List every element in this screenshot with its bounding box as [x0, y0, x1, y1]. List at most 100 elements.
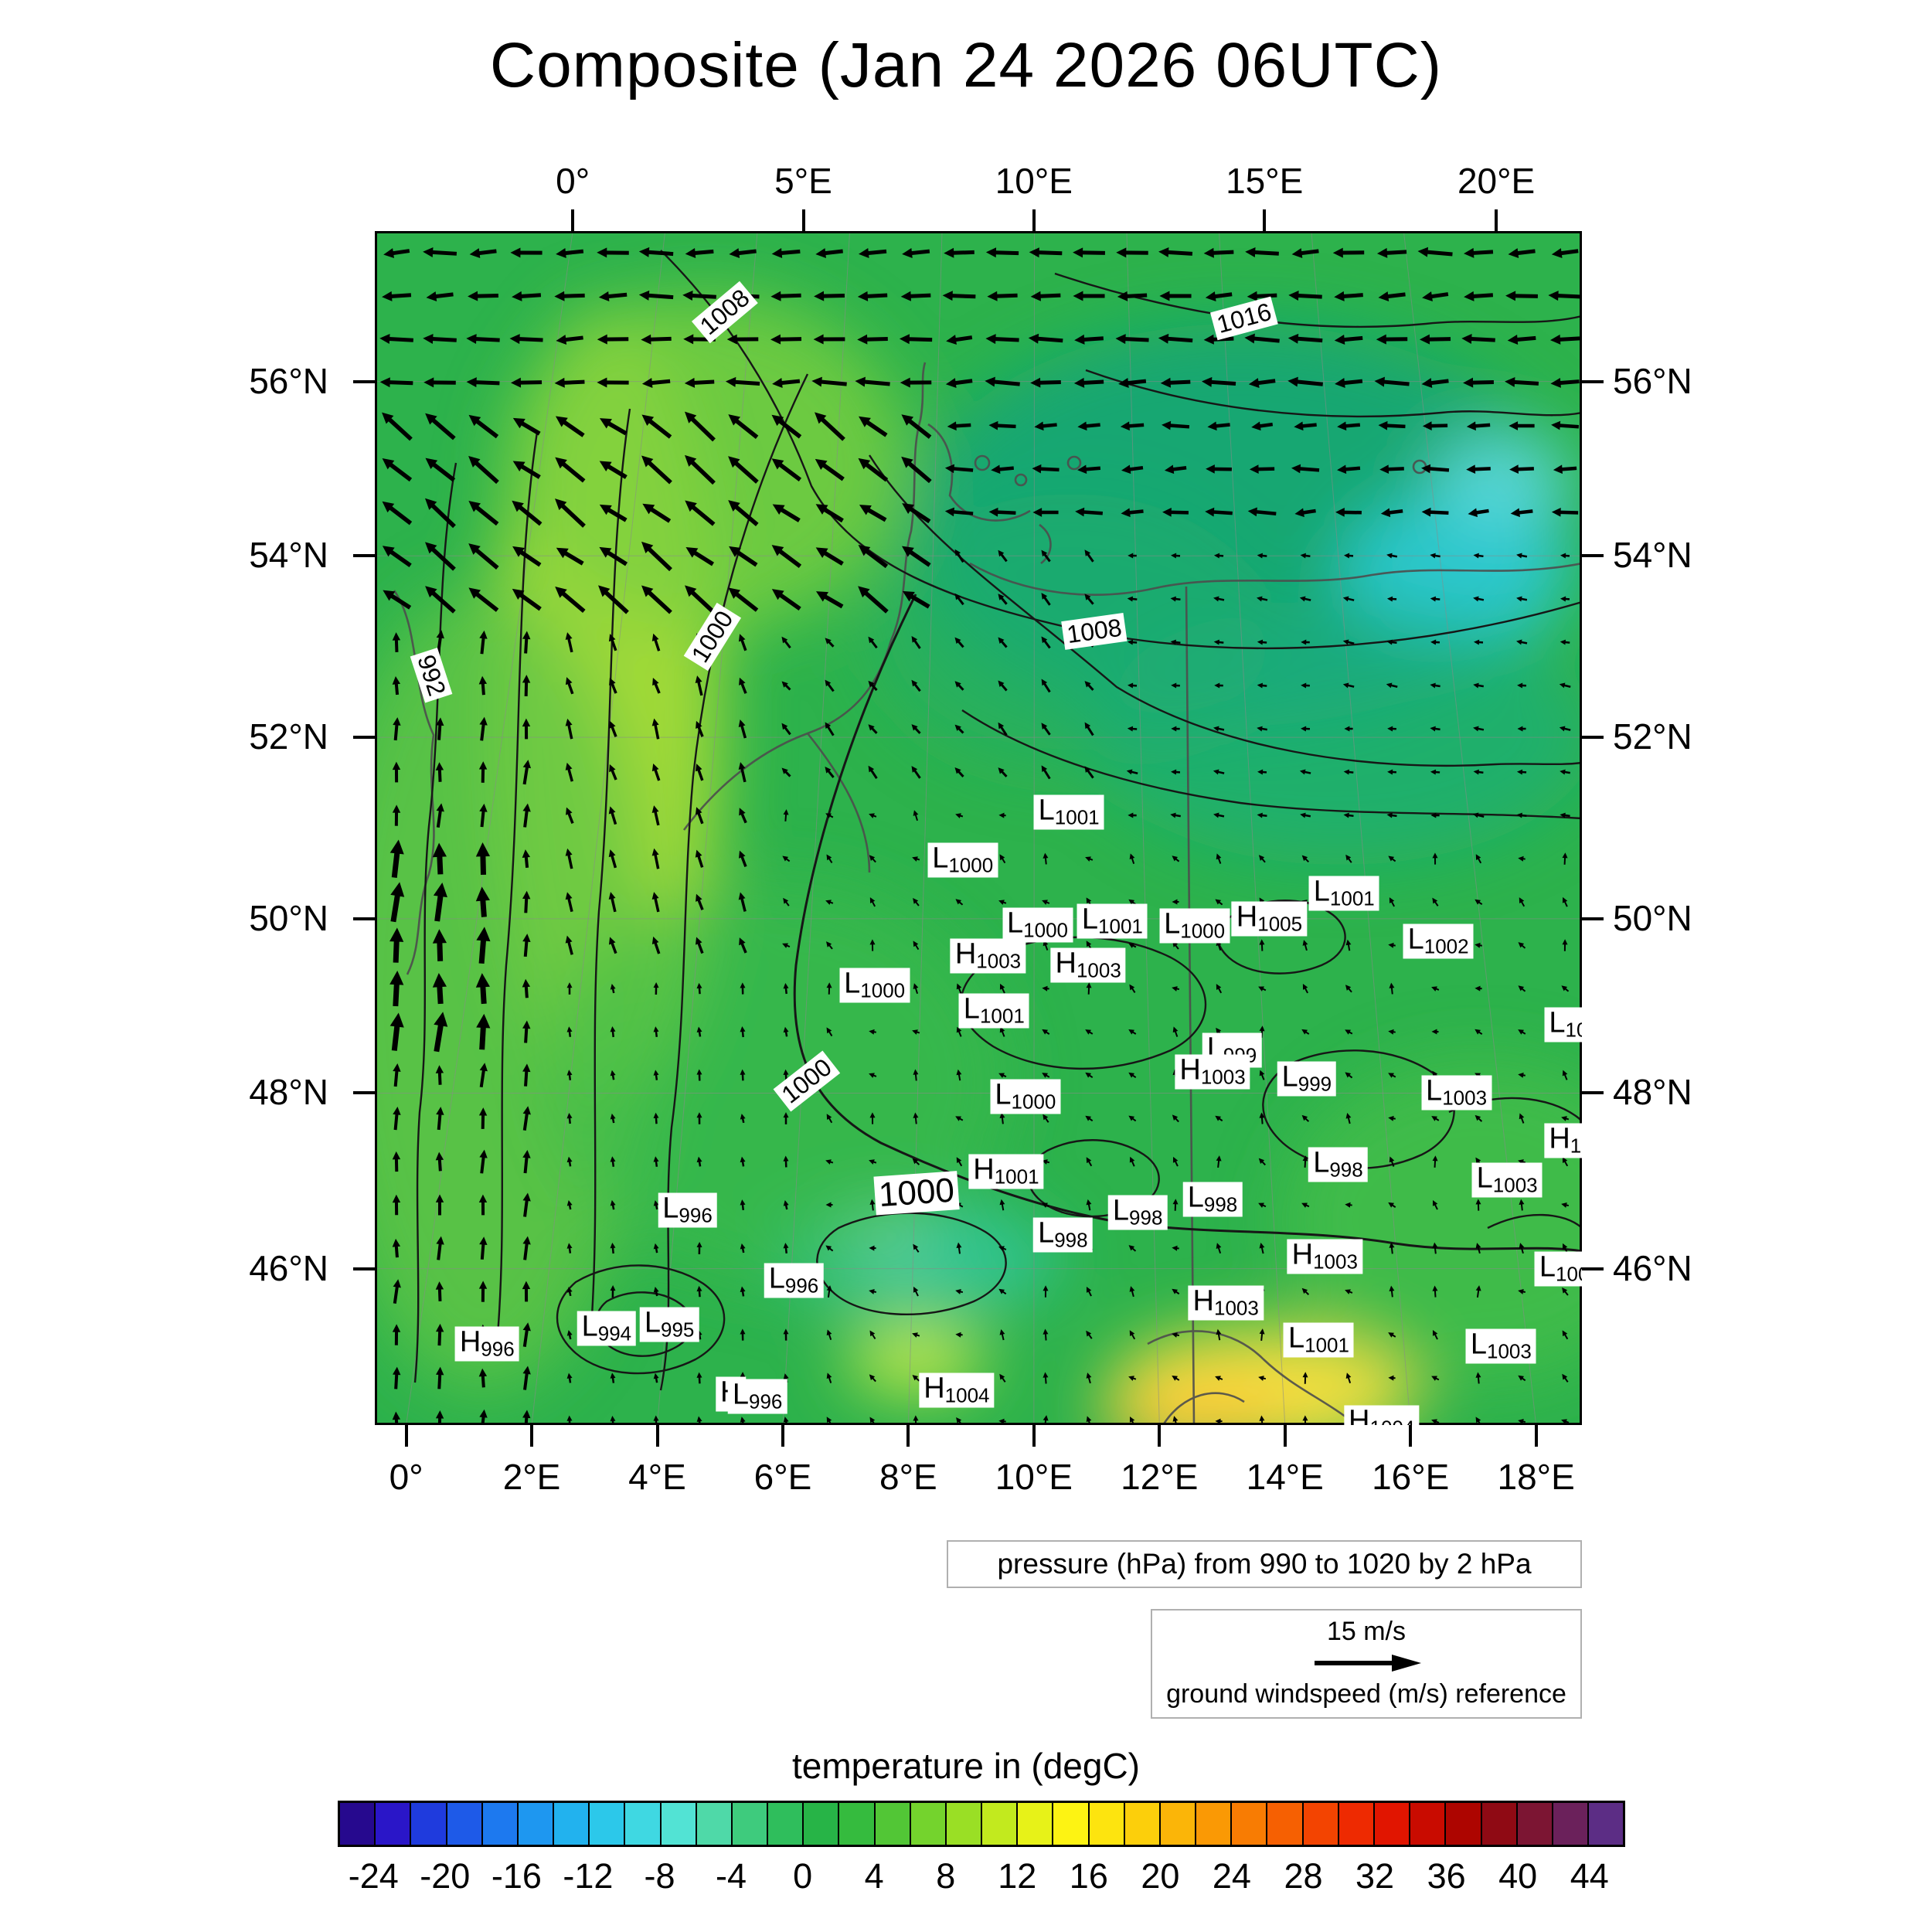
- colorbar-segment: [1553, 1803, 1590, 1845]
- colorbar-segment: [910, 1803, 947, 1845]
- lon-tick-label-top: 15°E: [1226, 161, 1304, 201]
- colorbar-segment: [1267, 1803, 1304, 1845]
- lon-tick-label-bottom: 14°E: [1246, 1457, 1324, 1497]
- axis-tick: [353, 1267, 375, 1270]
- colorbar-segment: [340, 1803, 376, 1845]
- colorbar-segment: [1410, 1803, 1447, 1845]
- axis-tick: [404, 1425, 408, 1447]
- lat-tick-label-left: 54°N: [249, 535, 328, 576]
- axis-tick: [1158, 1425, 1162, 1447]
- colorbar-segment: [1481, 1803, 1518, 1845]
- axis-tick: [1495, 209, 1498, 231]
- wind-ref-label: ground windspeed (m/s) reference: [1166, 1679, 1566, 1709]
- colorbar-tick-label: -4: [716, 1856, 747, 1896]
- lat-tick-label-right: 56°N: [1613, 360, 1692, 401]
- axis-tick: [801, 209, 805, 231]
- colorbar-segment: [1018, 1803, 1054, 1845]
- colorbar-segment: [1303, 1803, 1339, 1845]
- colorbar-segment: [554, 1803, 590, 1845]
- colorbar-segment: [982, 1803, 1019, 1845]
- colorbar-segment: [1124, 1803, 1161, 1845]
- colorbar-segment: [661, 1803, 697, 1845]
- lat-tick-label-left: 50°N: [249, 897, 328, 938]
- lon-tick-label-bottom: 16°E: [1372, 1457, 1450, 1497]
- axis-tick: [1582, 917, 1604, 920]
- colorbar-tick-label: -24: [348, 1856, 399, 1896]
- colorbar-tick-label: 16: [1069, 1856, 1108, 1896]
- axis-tick: [906, 1425, 910, 1447]
- colorbar-tick-label: 36: [1427, 1856, 1466, 1896]
- colorbar-segment: [839, 1803, 876, 1845]
- colorbar-segment: [768, 1803, 804, 1845]
- axis-tick: [1582, 554, 1604, 558]
- colorbar-tick-label: 40: [1498, 1856, 1538, 1896]
- axis-tick: [353, 917, 375, 920]
- wind-legend: 15 m/s ground windspeed (m/s) reference: [1151, 1609, 1582, 1719]
- map-border: [375, 231, 1582, 1425]
- axis-tick: [353, 379, 375, 383]
- lat-tick-label-left: 48°N: [249, 1072, 328, 1113]
- axis-tick: [1582, 736, 1604, 740]
- lon-tick-label-bottom: 4°E: [628, 1457, 686, 1497]
- axis-tick: [1263, 209, 1267, 231]
- wind-ref-speed: 15 m/s: [1326, 1617, 1406, 1646]
- colorbar-tick-label: 32: [1355, 1856, 1395, 1896]
- pressure-caption-text: pressure (hPa) from 990 to 1020 by 2 hPa: [997, 1548, 1532, 1580]
- colorbar-segment: [1196, 1803, 1233, 1845]
- colorbar-segment: [411, 1803, 447, 1845]
- lat-tick-label-right: 48°N: [1613, 1072, 1692, 1113]
- colorbar-tick-labels: -24 -20 -16 -12 -8 -4 0 4 8 12 16 20 24 28 32 36 40 44: [338, 1856, 1625, 1903]
- lon-tick-label-top: 0°: [556, 161, 590, 201]
- colorbar-segment: [732, 1803, 769, 1845]
- colorbar-segment: [1338, 1803, 1375, 1845]
- colorbar-tick-label: 44: [1570, 1856, 1609, 1896]
- colorbar-tick-label: -8: [644, 1856, 675, 1896]
- colorbar-title: temperature in (degC): [792, 1746, 1140, 1786]
- lat-tick-label-right: 54°N: [1613, 535, 1692, 576]
- colorbar-segment: [625, 1803, 662, 1845]
- colorbar-tick-label: -20: [420, 1856, 471, 1896]
- lat-tick-label-right: 50°N: [1613, 897, 1692, 938]
- coastline-layer: [393, 362, 1582, 1425]
- colorbar-tick-label: 8: [936, 1856, 956, 1896]
- lat-tick-label-left: 46°N: [249, 1247, 328, 1288]
- temperature-field-patches: [375, 293, 1582, 1425]
- axis-tick: [353, 554, 375, 558]
- colorbar-segment: [1374, 1803, 1411, 1845]
- colorbar-tick-label: 20: [1141, 1856, 1180, 1896]
- colorbar-tick-label: -12: [563, 1856, 614, 1896]
- colorbar-segment: [1089, 1803, 1125, 1845]
- temperature-colorbar: [338, 1801, 1625, 1847]
- colorbar-segment: [875, 1803, 911, 1845]
- wind-ref-arrow-icon: [1315, 1655, 1421, 1672]
- pressure-caption: pressure (hPa) from 990 to 1020 by 2 hPa: [947, 1540, 1582, 1588]
- lon-tick-label-bottom: 6°E: [753, 1457, 812, 1497]
- colorbar-segment: [1053, 1803, 1090, 1845]
- colorbar-segment: [1517, 1803, 1553, 1845]
- axis-tick: [1582, 1091, 1604, 1095]
- colorbar-tick-label: 0: [793, 1856, 813, 1896]
- colorbar-tick-label: 12: [998, 1856, 1037, 1896]
- axis-tick: [655, 1425, 659, 1447]
- colorbar-segment: [482, 1803, 519, 1845]
- axis-tick: [781, 1425, 784, 1447]
- axis-tick: [1534, 1425, 1538, 1447]
- colorbar-segment: [804, 1803, 840, 1845]
- colorbar-tick-label: 24: [1212, 1856, 1251, 1896]
- wind-arrows-layer: [379, 247, 1582, 1425]
- colorbar-segment: [696, 1803, 733, 1845]
- lat-tick-label-left: 52°N: [249, 716, 328, 757]
- axis-tick: [1409, 1425, 1413, 1447]
- lon-tick-label-bottom: 12°E: [1121, 1457, 1199, 1497]
- colorbar-tick-label: -16: [491, 1856, 542, 1896]
- lon-tick-label-top: 5°E: [774, 161, 832, 201]
- lon-tick-label-bottom: 0°: [389, 1457, 423, 1497]
- axis-tick: [1032, 209, 1036, 231]
- lon-tick-label-top: 20°E: [1457, 161, 1536, 201]
- colorbar-segment: [1232, 1803, 1268, 1845]
- colorbar-tick-label: 4: [864, 1856, 884, 1896]
- axis-tick: [571, 209, 575, 231]
- map-area: L1001 L1000 L1001 L1000 L1001 L1000 H1005 L1002…: [375, 231, 1582, 1425]
- colorbar-segment: [447, 1803, 483, 1845]
